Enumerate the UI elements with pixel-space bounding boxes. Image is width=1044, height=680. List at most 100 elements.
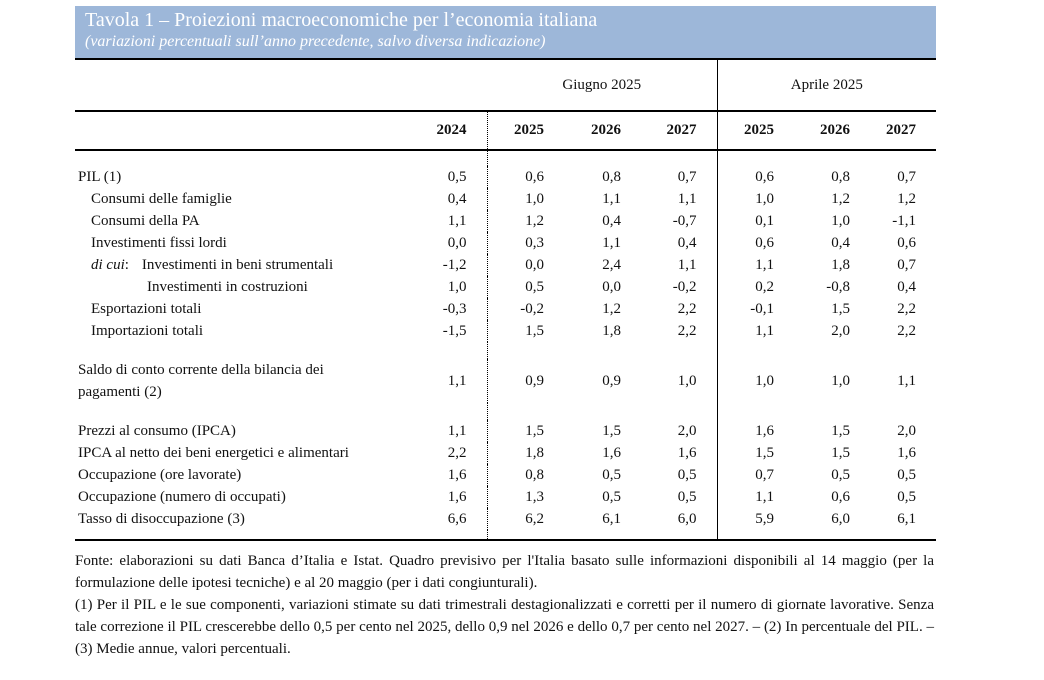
row-label: Consumi delle famiglie <box>91 190 232 207</box>
value-cell: 6,0 <box>831 510 851 527</box>
row-label-line: Saldo di conto corrente della bilancia d… <box>78 362 324 378</box>
value-cell: 0,0 <box>447 234 467 251</box>
value-cell: 1,1 <box>447 372 467 389</box>
value-cell: 0,7 <box>677 168 697 185</box>
value-cell: 1,1 <box>677 256 697 273</box>
value-cell: 1,6 <box>897 444 917 461</box>
value-cell: 1,1 <box>716 486 795 508</box>
group-header-row: Giugno 2025 Aprile 2025 <box>75 58 937 112</box>
table-row: Occupazione (numero di occupati) 1,6 1,3 0,… <box>75 486 936 508</box>
table-row: Occupazione (ore lavorate) 1,6 0,8 0,5 0,5 0,… <box>75 464 936 486</box>
projections-table: Giugno 2025 Aprile 2025 2024 2025 2026 2… <box>75 58 937 541</box>
table-row: Esportazioni totali -0,3 -0,2 1,2 2,2 -0,1 1,5… <box>75 298 936 320</box>
row-label: IPCA al netto dei beni energetici e alim… <box>78 444 349 461</box>
value-cell: 1,2 <box>897 190 917 207</box>
value-cell: 1,5 <box>831 300 851 317</box>
value-cell: 2,0 <box>897 422 917 439</box>
table-row: Investimenti in costruzioni 1,0 0,5 0,0 -0,2… <box>75 276 936 298</box>
value-cell: 1,6 <box>447 488 467 505</box>
table-row: IPCA al netto dei beni energetici e alim… <box>75 442 936 464</box>
row-prefix: di cui <box>91 256 125 273</box>
table-row: Saldo di conto corrente della bilancia d… <box>75 359 936 403</box>
value-cell: 6,1 <box>897 510 917 527</box>
value-cell: 1,0 <box>677 372 697 389</box>
value-cell: 1,2 <box>602 300 621 317</box>
table-row: Investimenti fissi lordi 0,0 0,3 1,1 0,4 0,6 0… <box>75 232 936 254</box>
value-cell: 1,1 <box>716 254 795 276</box>
notes: Fonte: elaborazioni su dati Banca d’Ital… <box>75 550 934 660</box>
value-cell: 2,0 <box>677 422 697 439</box>
value-cell: 1,1 <box>897 372 917 389</box>
value-cell: -0,8 <box>826 278 851 295</box>
value-cell: 1,3 <box>486 486 564 508</box>
value-cell: 0,1 <box>716 210 795 232</box>
value-cell: 0,3 <box>486 232 564 254</box>
row-label: Occupazione (numero di occupati) <box>78 488 286 505</box>
value-cell: 2,2 <box>897 300 917 317</box>
value-cell: 1,0 <box>486 188 564 210</box>
year-header: 2027 <box>870 111 937 151</box>
table-row: Tasso di disoccupazione (3) 6,6 6,2 6,1 6,0 5… <box>75 508 936 530</box>
year-header: 2025 <box>716 111 795 151</box>
row-label-text: Investimenti in beni strumentali <box>141 256 334 273</box>
year-header: 2026 <box>564 111 641 151</box>
value-cell: 1,5 <box>831 422 851 439</box>
table-row: Consumi delle famiglie 0,4 1,0 1,1 1,1 1,0 1,2… <box>75 188 936 210</box>
table-row: Importazioni totali -1,5 1,5 1,8 2,2 1,1 2,0 2,… <box>75 320 936 342</box>
row-label: Importazioni totali <box>91 322 204 339</box>
group-april: Aprile 2025 <box>716 58 937 112</box>
value-cell: 0,2 <box>716 276 795 298</box>
value-cell: 0,6 <box>716 166 795 188</box>
value-cell: 0,8 <box>486 464 564 486</box>
value-cell: 1,6 <box>602 444 621 461</box>
value-cell: 1,1 <box>677 190 697 207</box>
year-header: 2026 <box>794 111 871 151</box>
value-cell: 1,5 <box>486 320 564 342</box>
value-cell: 0,0 <box>486 254 564 276</box>
value-cell: 0,9 <box>602 372 621 389</box>
value-cell: 0,5 <box>447 168 467 185</box>
value-cell: 0,6 <box>486 166 564 188</box>
value-cell: 5,9 <box>716 508 795 530</box>
value-cell: 1,6 <box>716 420 795 442</box>
value-cell: 1,8 <box>831 256 851 273</box>
footnote: (1) Per il PIL e le sue componenti, vari… <box>75 597 934 657</box>
value-cell: 1,6 <box>677 444 697 461</box>
value-cell: 1,2 <box>831 190 851 207</box>
value-cell: 1,8 <box>486 442 564 464</box>
group-june: Giugno 2025 <box>487 58 718 112</box>
year-header: 2025 <box>486 111 564 151</box>
value-cell: 2,2 <box>447 444 467 461</box>
row-label: PIL (1) <box>78 168 122 185</box>
table-subtitle: (variazioni percentuali sull’anno preced… <box>85 33 546 50</box>
value-cell: 0,5 <box>897 488 917 505</box>
value-cell: 0,4 <box>677 234 697 251</box>
value-cell: 1,0 <box>447 278 467 295</box>
value-cell: 0,9 <box>486 359 564 403</box>
row-label: di cui: Investimenti in beni strumentali <box>75 254 409 276</box>
row-label: Tasso di disoccupazione (3) <box>78 510 245 527</box>
value-cell: 1,6 <box>447 466 467 483</box>
year-header: 2027 <box>641 111 718 151</box>
value-cell: 6,1 <box>602 510 621 527</box>
value-cell: 1,5 <box>716 442 795 464</box>
value-cell: 0,6 <box>897 234 917 251</box>
value-cell: 2,2 <box>677 300 697 317</box>
source-note: Fonte: elaborazioni su dati Banca d’Ital… <box>75 553 934 591</box>
value-cell: 1,1 <box>602 190 621 207</box>
value-cell: 1,0 <box>831 372 851 389</box>
value-cell: 0,7 <box>897 168 917 185</box>
row-label: Investimenti fissi lordi <box>91 234 227 251</box>
value-cell: -0,2 <box>672 278 697 295</box>
value-cell: 1,1 <box>447 212 467 229</box>
value-cell: 0,5 <box>602 466 621 483</box>
value-cell: 0,6 <box>716 232 795 254</box>
value-cell: 0,7 <box>716 464 795 486</box>
value-cell: -0,2 <box>486 298 564 320</box>
value-cell: 0,4 <box>602 212 621 229</box>
value-cell: 0,5 <box>677 466 697 483</box>
table-row: Prezzi al consumo (IPCA) 1,1 1,5 1,5 2,0 1,6 1… <box>75 420 936 442</box>
title-band: Tavola 1 – Proiezioni macroeconomiche pe… <box>75 6 936 58</box>
value-cell: -1,2 <box>442 256 467 273</box>
value-cell: 0,5 <box>897 466 917 483</box>
